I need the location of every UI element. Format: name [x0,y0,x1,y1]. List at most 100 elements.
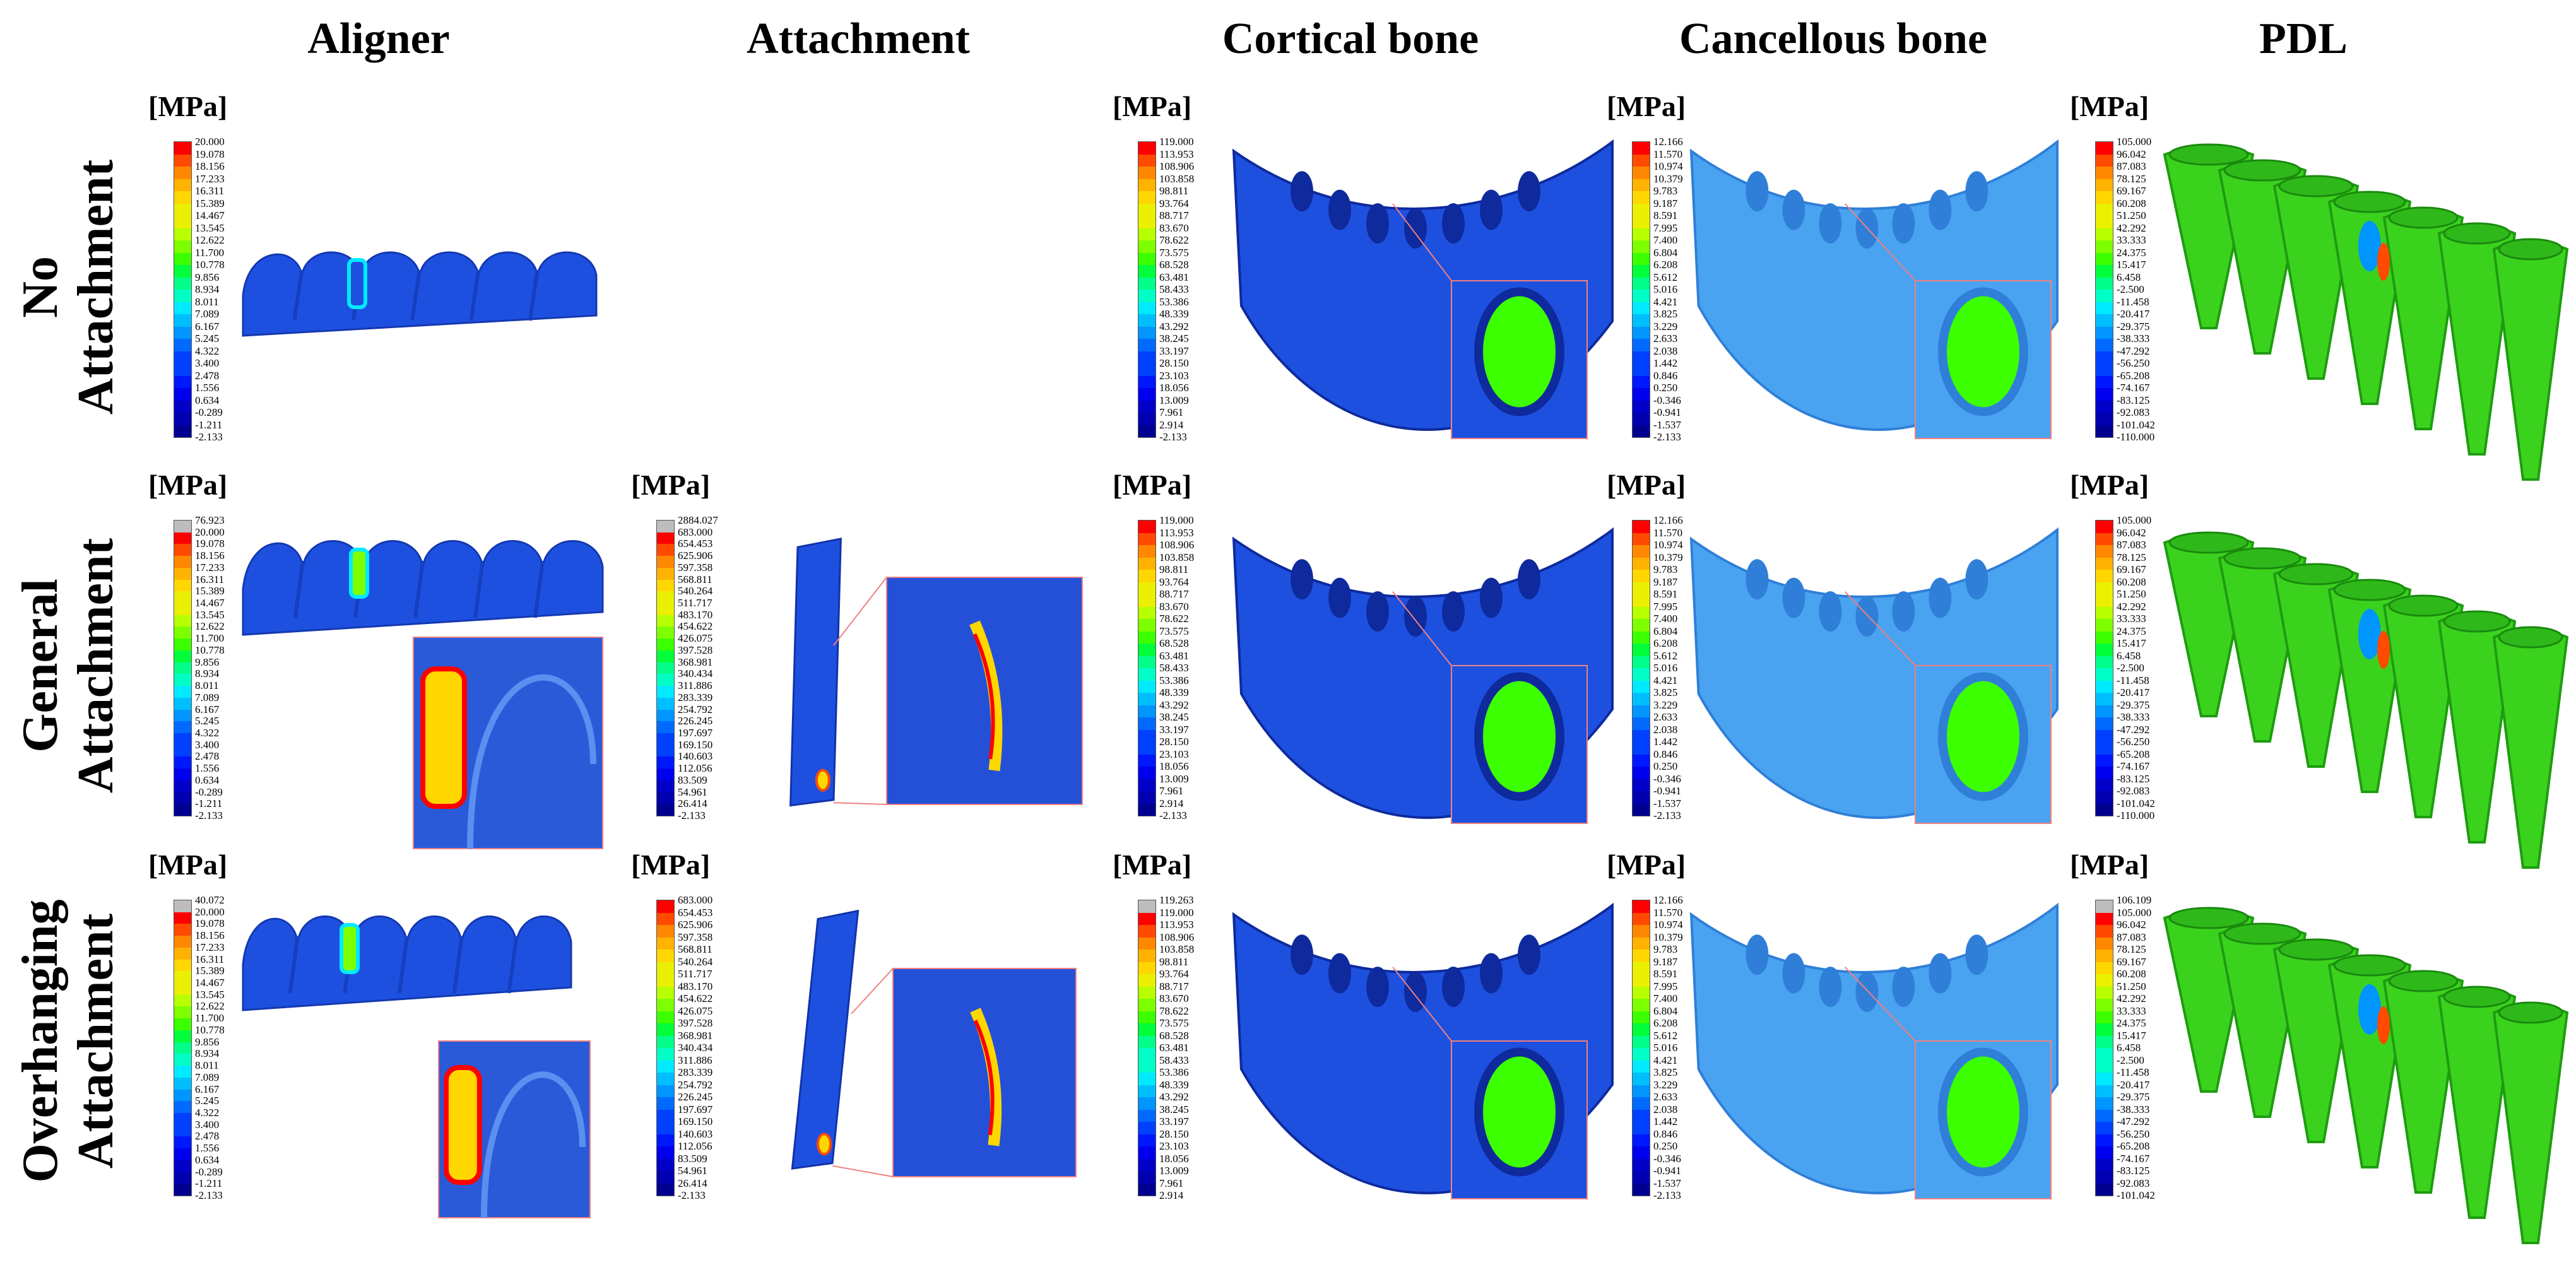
pdl-root-opening [2498,238,2563,261]
legend-tick-label: 7.961 [1159,1177,1184,1189]
legend-tick-label: 93.764 [1159,968,1189,980]
legend-tick-label: 108.906 [1159,160,1195,172]
legend-tick-label: -47.292 [2117,1115,2150,1127]
legend-tick-label: 10.379 [1653,551,1683,563]
legend-unit-label: [MPa] [2070,849,2149,881]
legend-color-segment [2096,521,2113,533]
legend-tick-label: 5.612 [1653,1029,1678,1042]
legend-color-segment [174,792,191,804]
legend-color-segment [1633,1122,1650,1134]
legend-tick-label: 3.825 [1653,1066,1678,1078]
legend-color-segment [1138,680,1155,693]
legend-tick-label: -101.042 [2117,418,2155,431]
legend-unit-label: [MPa] [148,849,228,881]
pdl-tooth-root [2492,240,2569,481]
legend-tick-label: 40.072 [195,894,225,906]
legend-tick-label: 9.187 [1653,575,1678,588]
legend-color-segment [174,983,191,995]
legend-color-segment [174,532,191,544]
tooth-socket [1855,972,1879,1012]
legend-tick-label: 13.545 [195,608,225,621]
legend-tick-label: 2.914 [1159,1189,1184,1201]
legend-color-segment [2096,1109,2113,1122]
legend-tick-label: 96.042 [2117,148,2146,160]
legend-tick-label: -2.133 [195,809,223,821]
legend-color-segment [1138,1134,1155,1146]
legend-color-segment [2096,203,2113,216]
legend-tick-label: 98.811 [1159,185,1189,197]
legend-tick-label: 87.083 [2117,931,2146,943]
legend-tick-label: -56.250 [2117,736,2150,748]
legend-tick-label: 16.311 [195,573,225,586]
legend-tick-label: 60.208 [2117,968,2146,980]
legend-color-segment [2096,1085,2113,1097]
legend-tick-label: -2.500 [2117,662,2144,674]
legend-tick-label: 14.467 [195,209,225,221]
legend-color-segment [2096,191,2113,204]
legend-tick-label: 13.009 [1159,772,1189,785]
legend-tick-label: 53.386 [1159,1066,1189,1078]
inset-socket-stress [1938,672,2028,801]
legend-tick-label: 254.792 [678,1078,713,1091]
legend-tick-label: 11.570 [1653,526,1683,539]
legend-color-segment [657,532,674,544]
legend-tick-label: 13.545 [195,221,225,234]
legend-tick-label: 33.333 [2117,234,2146,246]
legend-tick-label: 78.622 [1159,613,1189,625]
legend-tick-label: 51.250 [2117,980,2146,992]
legend-color-bar [1138,141,1156,438]
legend-tick-label: 54.961 [678,786,707,798]
legend-color-segment [1633,644,1650,656]
legend-tick-label: 68.528 [1159,259,1189,271]
legend-tick-label: 15.417 [2117,259,2146,271]
legend-color-segment [657,937,674,950]
legend-color-segment [174,756,191,769]
legend-tick-label: 103.858 [1159,551,1195,563]
legend-tick-label: -2.133 [1159,431,1187,443]
aligner-interproximal-groove [410,269,422,321]
legend-tick-label: 3.229 [1653,320,1678,332]
cancellous-bone-model [1689,524,2059,833]
cortical-bone-model [1232,524,1614,833]
legend-tick-label: -29.375 [2117,698,2150,711]
legend-color-segment [1633,742,1650,755]
legend-tick-label: 26.414 [678,797,707,810]
legend-tick-label: -11.458 [2117,674,2149,686]
pdl-root-opening [2278,938,2354,961]
legend-tick-label: 11.700 [195,1012,225,1025]
legend-unit-label: [MPa] [148,90,228,122]
legend-tick-label: 83.509 [678,1152,707,1165]
legend-tick-label: 4.322 [195,344,220,357]
legend-color-segment [1633,900,1650,913]
legend-tick-label: 87.083 [2117,160,2146,172]
legend-color-segment [2096,228,2113,240]
legend-tick-label: 58.433 [1159,283,1189,295]
legend-tick-label: 6.804 [1653,1004,1678,1017]
legend-tick-label: 18.056 [1159,382,1189,394]
legend-tick-label: 24.375 [2117,625,2146,637]
legend-tick-label: 226.245 [678,1091,713,1103]
legend-tick-label: 60.208 [2117,575,2146,588]
legend-tick-label: 7.995 [1653,600,1678,613]
legend-color-segment [657,567,674,580]
legend-color-segment [2096,606,2113,619]
legend-unit-label: [MPa] [2070,469,2149,501]
aligner-interproximal-groove [413,560,425,618]
legend-tick-label: -1.537 [1653,797,1681,809]
legend-tick-label: 103.858 [1159,172,1195,185]
column-header-attachment: Attachment [747,15,970,63]
legend-tick-label: 105.000 [2117,514,2152,526]
legend-color-segment [2096,400,2113,413]
tooth-socket [1892,591,1915,632]
legend-unit-label: [MPa] [1607,90,1686,122]
legend-color-segment [1138,339,1155,351]
legend-tick-label: 2.633 [1653,711,1678,723]
pdl-root-opening [2223,159,2301,182]
legend-color-segment [1138,1183,1155,1196]
legend-tick-label: 19.078 [195,917,225,930]
legend-color-segment [1138,1035,1155,1048]
legend-tick-label: 4.421 [1653,674,1678,686]
legend-tick-label: 68.528 [1159,1029,1189,1042]
legend-color-segment [2096,326,2113,339]
legend-tick-label: -2.133 [1653,431,1681,443]
